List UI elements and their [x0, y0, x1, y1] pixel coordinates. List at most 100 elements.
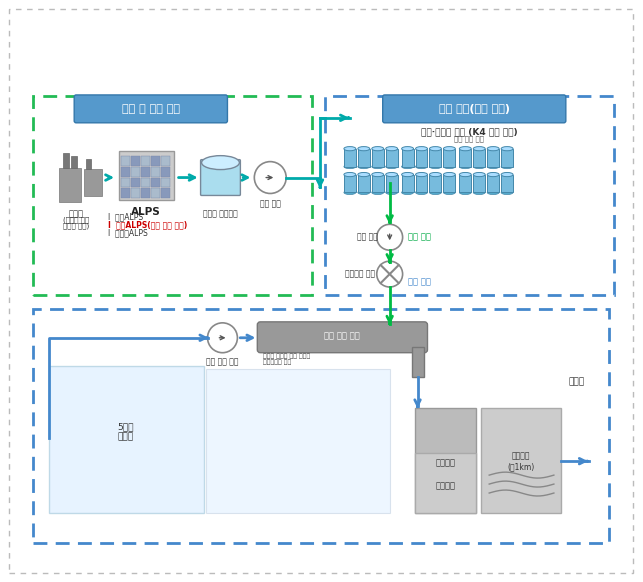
Ellipse shape [501, 165, 513, 169]
Bar [141, 166, 150, 176]
Ellipse shape [487, 172, 499, 177]
Text: 희석 설비: 희석 설비 [408, 278, 430, 286]
Bar [50, 365, 204, 513]
Ellipse shape [344, 190, 356, 194]
Text: 해수 이송 펌프: 해수 이송 펌프 [206, 358, 239, 367]
Ellipse shape [430, 165, 442, 169]
FancyBboxPatch shape [74, 95, 228, 123]
Bar [358, 175, 370, 193]
Bar [84, 169, 102, 197]
Ellipse shape [415, 172, 428, 177]
Bar [402, 148, 413, 166]
Text: 오염수: 오염수 [69, 210, 84, 218]
Ellipse shape [402, 165, 413, 169]
Text: 이송 펌프: 이송 펌프 [260, 200, 281, 208]
Bar [151, 155, 159, 166]
Text: I  중설ALPS(사건 발생 장소): I 중설ALPS(사건 발생 장소) [108, 221, 187, 229]
Ellipse shape [386, 190, 397, 194]
Ellipse shape [444, 165, 455, 169]
Bar [386, 148, 397, 166]
Bar [33, 309, 609, 543]
Text: 방출터널
(약1km): 방출터널 (약1km) [507, 452, 535, 471]
Ellipse shape [415, 165, 428, 169]
Text: 방류 전 처리 단계: 방류 전 처리 단계 [122, 104, 180, 114]
Bar [415, 175, 428, 193]
Text: 이송 펌프: 이송 펌프 [357, 233, 377, 242]
Ellipse shape [402, 172, 413, 177]
Ellipse shape [386, 165, 397, 169]
Bar [487, 175, 499, 193]
Circle shape [255, 162, 286, 193]
Bar [412, 347, 424, 377]
Ellipse shape [372, 165, 384, 169]
Text: 취수구: 취수구 [118, 433, 134, 442]
Bar [358, 148, 370, 166]
Ellipse shape [444, 147, 455, 151]
Text: 상류수조: 상류수조 [435, 459, 455, 468]
Bar [372, 148, 384, 166]
FancyBboxPatch shape [383, 95, 566, 123]
Bar [161, 155, 170, 166]
Bar [59, 168, 81, 203]
Text: 이송 설비: 이송 설비 [408, 233, 430, 242]
Ellipse shape [473, 165, 485, 169]
Ellipse shape [473, 190, 485, 194]
Ellipse shape [402, 147, 413, 151]
Bar [121, 189, 130, 198]
Ellipse shape [459, 190, 471, 194]
Text: 오염수 저장탱크: 오염수 저장탱크 [203, 210, 238, 218]
Text: 펌프서 발생): 펌프서 발생) [63, 222, 89, 229]
Ellipse shape [459, 172, 471, 177]
Bar [131, 166, 140, 176]
Bar [344, 175, 356, 193]
Circle shape [208, 323, 237, 353]
Bar [161, 189, 170, 198]
Ellipse shape [487, 147, 499, 151]
Ellipse shape [358, 147, 370, 151]
Bar [501, 175, 513, 193]
Ellipse shape [487, 165, 499, 169]
Ellipse shape [430, 147, 442, 151]
Bar [402, 175, 413, 193]
Ellipse shape [344, 172, 356, 177]
Bar [444, 175, 455, 193]
Bar [119, 151, 174, 200]
Bar [473, 175, 485, 193]
Ellipse shape [201, 186, 239, 196]
Text: 시료 파악 분리: 시료 파악 분리 [455, 136, 484, 143]
Text: (원자로 건물: (원자로 건물 [63, 217, 89, 223]
Ellipse shape [386, 172, 397, 177]
Text: 측정·확인용 설비 (K4 탱크 그룹): 측정·확인용 설비 (K4 탱크 그룹) [421, 128, 518, 137]
Ellipse shape [430, 172, 442, 177]
Bar [151, 166, 159, 176]
Bar [473, 148, 485, 166]
Bar [325, 96, 613, 295]
Bar [141, 155, 150, 166]
Ellipse shape [372, 172, 384, 177]
Bar [151, 178, 159, 187]
Text: 바닷물 하수의 혼합 하여서: 바닷물 하수의 혼합 하여서 [263, 354, 311, 359]
Bar [487, 148, 499, 166]
Ellipse shape [402, 190, 413, 194]
Bar [430, 175, 442, 193]
Ellipse shape [372, 147, 384, 151]
Bar [444, 148, 455, 166]
Bar [344, 148, 356, 166]
Ellipse shape [487, 190, 499, 194]
Ellipse shape [501, 147, 513, 151]
Circle shape [377, 261, 403, 287]
Bar [206, 368, 390, 513]
Text: 방출구: 방출구 [569, 377, 585, 386]
Ellipse shape [501, 172, 513, 177]
Ellipse shape [459, 165, 471, 169]
Ellipse shape [358, 190, 370, 194]
Bar [372, 175, 384, 193]
Ellipse shape [430, 190, 442, 194]
Bar [86, 159, 91, 169]
Ellipse shape [358, 172, 370, 177]
Bar [459, 148, 471, 166]
Text: 긴급차단 밸브: 긴급차단 밸브 [345, 269, 375, 279]
Ellipse shape [358, 165, 370, 169]
Bar [121, 166, 130, 176]
Text: 5호기: 5호기 [118, 422, 134, 431]
